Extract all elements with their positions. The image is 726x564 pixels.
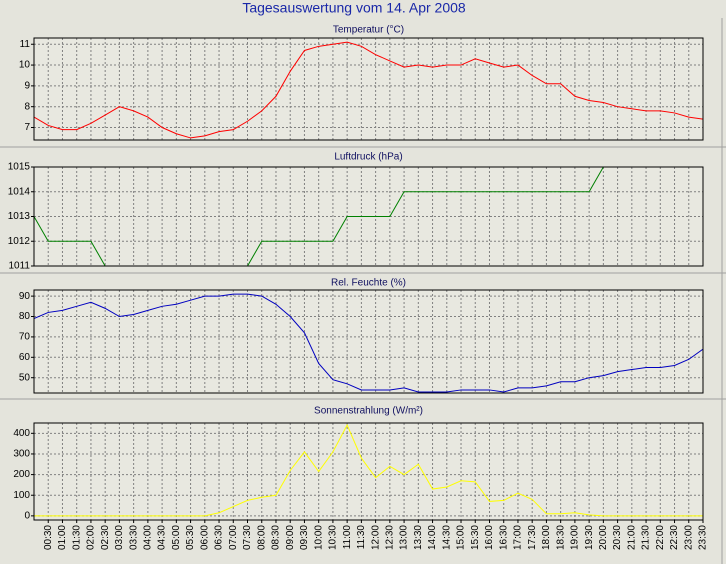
y-tick-label: 9 (24, 81, 30, 92)
y-tick-label: 1013 (8, 211, 31, 222)
x-tick-label: 20:30 (612, 525, 623, 550)
x-tick-label: 07:00 (228, 525, 239, 550)
x-tick-label: 08:30 (271, 525, 282, 550)
x-tick-label: 22:00 (655, 525, 666, 550)
x-tick-label: 03:00 (114, 525, 125, 550)
x-tick-label: 17:00 (513, 525, 524, 550)
plot-area (34, 423, 703, 520)
x-tick-label: 22:30 (669, 525, 680, 550)
y-tick-label: 90 (19, 291, 31, 302)
y-tick-label: 1014 (8, 186, 31, 197)
x-tick-label: 18:00 (541, 525, 552, 550)
chart-title: Sonnenstrahlung (W/m²) (314, 406, 423, 417)
y-tick-label: 60 (19, 352, 31, 363)
x-tick-label: 13:30 (413, 525, 424, 550)
y-tick-label: 0 (24, 511, 30, 522)
data-line (34, 167, 703, 266)
x-tick-label: 15:00 (456, 525, 467, 550)
x-tick-label: 05:00 (171, 525, 182, 550)
plot-frame (33, 37, 704, 141)
x-tick-label: 09:30 (299, 525, 310, 550)
x-tick-label: 03:30 (128, 525, 139, 550)
x-tick-label: 11:00 (342, 525, 353, 550)
x-tick-label: 14:00 (427, 525, 438, 550)
x-tick-label: 08:00 (256, 525, 267, 550)
x-tick-label: 10:30 (328, 525, 339, 550)
x-tick-label: 17:30 (527, 525, 538, 550)
x-tick-label: 06:00 (199, 525, 210, 550)
data-line (34, 293, 703, 393)
x-tick-label: 04:00 (143, 525, 154, 550)
x-tick-label: 14:30 (441, 525, 452, 550)
x-tick-label: 07:30 (242, 525, 253, 550)
chart-title: Temperatur (°C) (333, 25, 404, 36)
x-tick-label: 18:30 (555, 525, 566, 550)
x-tick-label: 00:30 (43, 525, 54, 550)
y-tick-label: 7 (24, 122, 30, 133)
x-tick-label: 15:30 (470, 525, 481, 550)
x-tick-label: 21:30 (641, 525, 652, 550)
chart-title: Rel. Feuchte (%) (331, 278, 406, 289)
y-tick-label: 10 (19, 60, 31, 71)
plot-area (34, 38, 703, 140)
y-tick-label: 1012 (8, 236, 31, 247)
y-tick-label: 1015 (8, 162, 31, 173)
x-tick-label: 12:00 (370, 525, 381, 550)
x-tick-label: 19:30 (584, 525, 595, 550)
plot-frame (33, 422, 704, 521)
data-line (34, 41, 703, 139)
x-tick-label: 04:30 (157, 525, 168, 550)
x-tick-label: 02:00 (86, 525, 97, 550)
plot-frame (33, 289, 704, 394)
page-title: Tagesauswertung vom 14. Apr 2008 (242, 0, 466, 16)
x-tick-label: 09:00 (285, 525, 296, 550)
y-tick-label: 300 (13, 449, 30, 460)
y-tick-label: 50 (19, 372, 31, 383)
chart-title: Luftdruck (hPa) (334, 152, 402, 163)
x-tick-label: 13:00 (399, 525, 410, 550)
y-tick-label: 11 (20, 39, 31, 50)
y-tick-label: 70 (19, 332, 31, 343)
x-tick-label: 16:00 (484, 525, 495, 550)
y-tick-label: 400 (13, 428, 30, 439)
x-tick-label: 06:30 (214, 525, 225, 550)
x-tick-label: 19:00 (570, 525, 581, 550)
x-tick-label: 23:30 (698, 525, 709, 550)
x-tick-label: 23:00 (683, 525, 694, 550)
x-tick-label: 12:30 (384, 525, 395, 550)
x-tick-label: 01:00 (57, 525, 68, 550)
y-tick-label: 1011 (8, 261, 30, 272)
plot-area (34, 290, 703, 393)
x-tick-label: 21:00 (626, 525, 637, 550)
x-tick-label: 10:00 (313, 525, 324, 550)
y-tick-label: 8 (24, 101, 30, 112)
x-tick-label: 01:30 (71, 525, 82, 550)
x-tick-label: 11:30 (356, 525, 367, 550)
data-line (34, 423, 703, 517)
x-tick-label: 05:30 (185, 525, 196, 550)
plot-frame (33, 166, 704, 267)
y-tick-label: 200 (13, 469, 30, 480)
x-tick-label: 20:00 (598, 525, 609, 550)
x-tick-label: 02:30 (100, 525, 111, 550)
y-tick-label: 80 (19, 311, 31, 322)
y-tick-label: 100 (13, 490, 30, 501)
x-tick-label: 16:30 (498, 525, 509, 550)
